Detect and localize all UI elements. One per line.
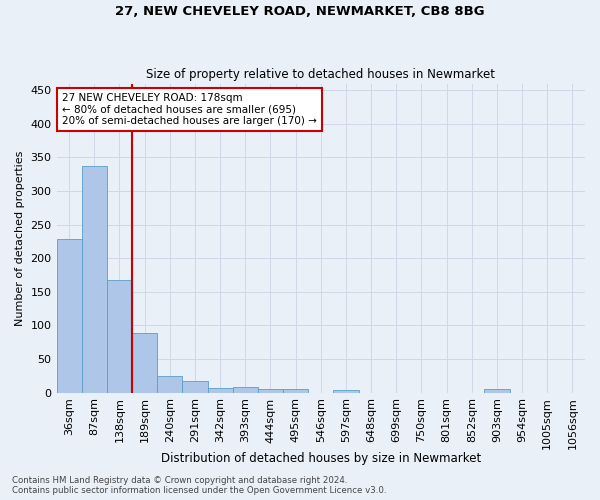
Bar [283,390,308,392]
Bar [182,380,208,392]
Text: Contains HM Land Registry data © Crown copyright and database right 2024.
Contai: Contains HM Land Registry data © Crown c… [12,476,386,495]
Text: 27, NEW CHEVELEY ROAD, NEWMARKET, CB8 8BG: 27, NEW CHEVELEY ROAD, NEWMARKET, CB8 8B… [115,5,485,18]
Y-axis label: Number of detached properties: Number of detached properties [15,150,25,326]
Text: 27 NEW CHEVELEY ROAD: 178sqm
← 80% of detached houses are smaller (695)
20% of s: 27 NEW CHEVELEY ROAD: 178sqm ← 80% of de… [62,93,317,126]
X-axis label: Distribution of detached houses by size in Newmarket: Distribution of detached houses by size … [161,452,481,465]
Bar [132,334,157,392]
Bar [484,390,509,392]
Bar [82,166,107,392]
Bar [233,386,258,392]
Bar [107,280,132,392]
Bar [157,376,182,392]
Bar [56,240,82,392]
Title: Size of property relative to detached houses in Newmarket: Size of property relative to detached ho… [146,68,495,81]
Bar [208,388,233,392]
Bar [334,390,359,392]
Bar [258,390,283,392]
